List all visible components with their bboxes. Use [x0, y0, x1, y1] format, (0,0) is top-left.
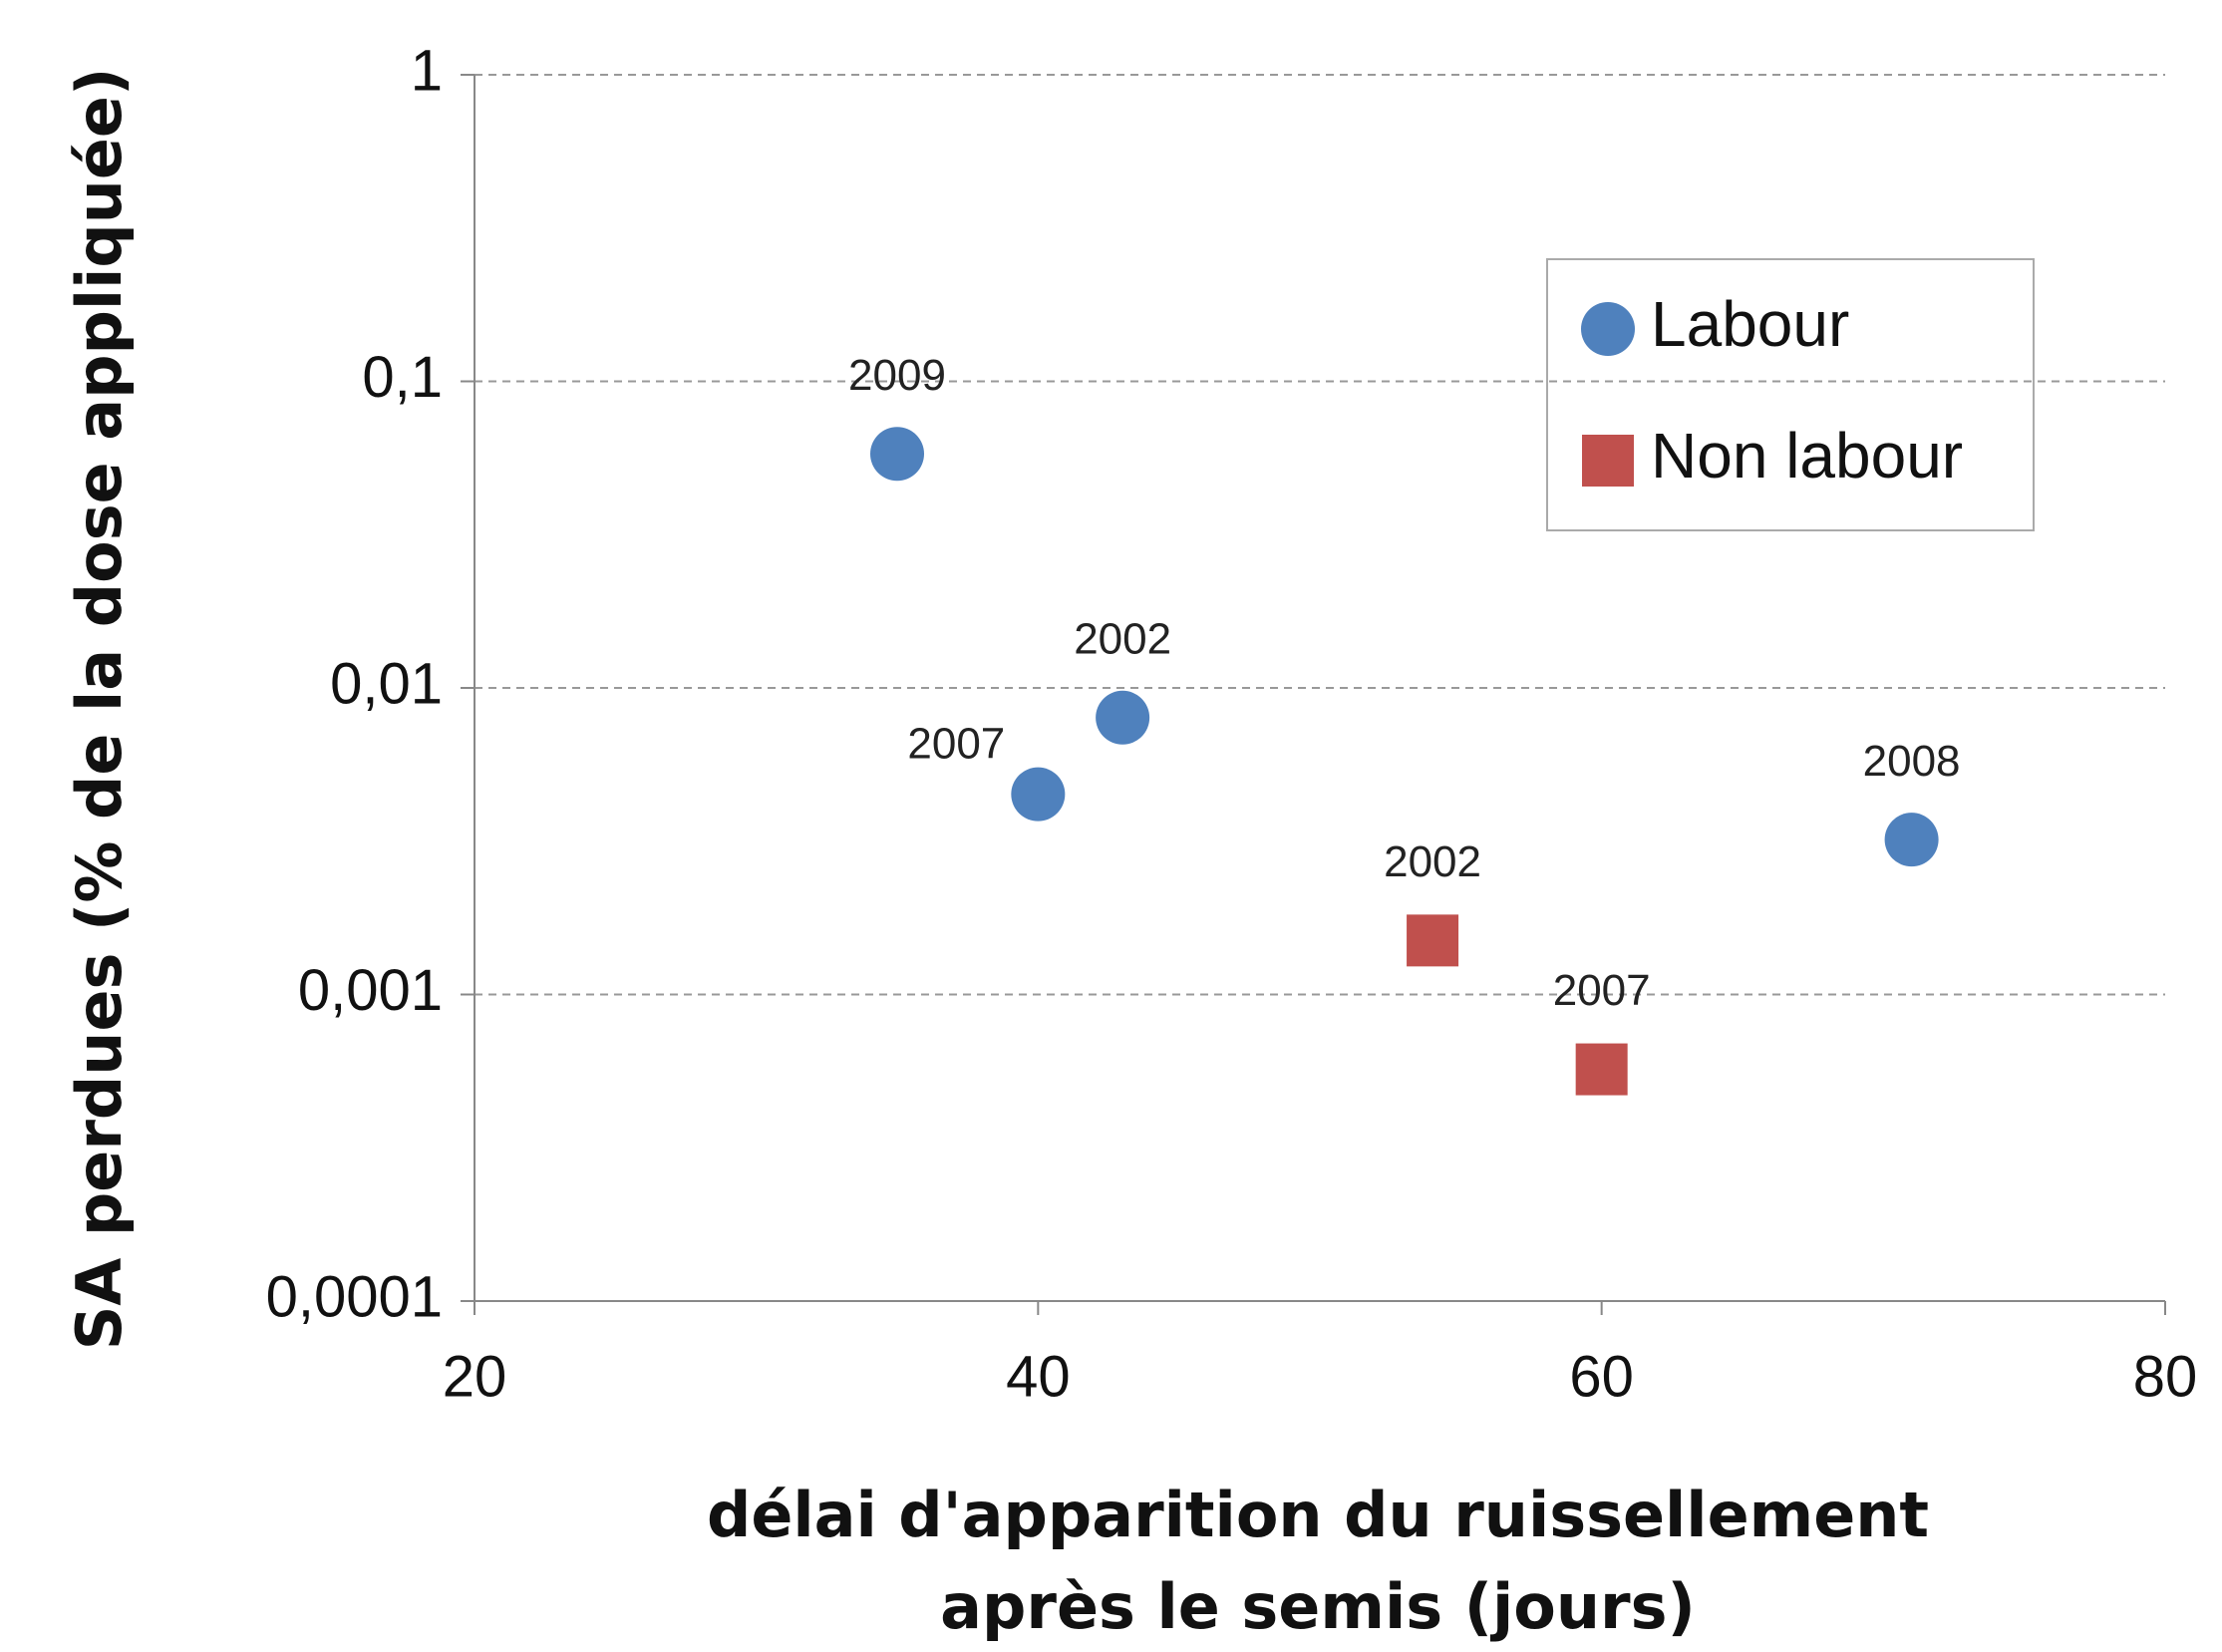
x-axis-title: délai d'apparition du ruissellement: [707, 1479, 1929, 1551]
x-axis-title: après le semis (jours): [940, 1570, 1696, 1643]
y-tick-label: 1: [411, 38, 443, 103]
point: [1011, 767, 1066, 822]
point-label: 2009: [848, 351, 946, 400]
point: [870, 427, 924, 482]
y-tick-label: 0,1: [362, 345, 443, 410]
point-label: 2008: [1863, 737, 1961, 786]
x-tick-label: 60: [1569, 1344, 1634, 1409]
legend-label: Labour: [1651, 288, 1849, 360]
point-label: 2002: [1384, 837, 1481, 886]
y-tick-label: 0,01: [330, 651, 443, 716]
legend-marker: [1581, 302, 1635, 356]
y-tick-label: 0,001: [298, 958, 443, 1023]
point-label: 2007: [907, 719, 1005, 768]
point: [1096, 690, 1150, 745]
y-tick-label: 0,0001: [266, 1264, 443, 1329]
x-tick-label: 80: [2133, 1344, 2198, 1409]
point: [1575, 1043, 1628, 1096]
y-axis-title: SA perdues (% de la dose appliquée): [63, 68, 136, 1351]
point-label: 2002: [1074, 614, 1171, 663]
x-tick-label: 20: [443, 1344, 507, 1409]
point: [1884, 813, 1939, 867]
x-tick-label: 40: [1006, 1344, 1071, 1409]
point-label: 2007: [1553, 966, 1651, 1015]
legend-marker: [1582, 435, 1634, 487]
legend-label: Non labour: [1651, 420, 1963, 492]
point: [1407, 914, 1459, 967]
